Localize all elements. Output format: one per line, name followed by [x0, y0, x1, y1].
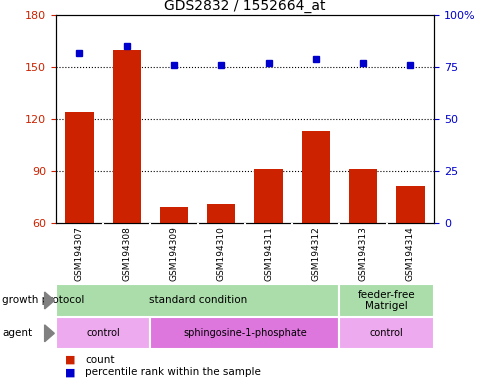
Bar: [254, 169, 282, 326]
Text: GSM194309: GSM194309: [169, 226, 178, 281]
Text: GSM194310: GSM194310: [216, 226, 226, 281]
Bar: [159, 207, 188, 326]
Text: growth protocol: growth protocol: [2, 295, 85, 306]
Text: GSM194313: GSM194313: [358, 226, 367, 281]
Text: GSM194308: GSM194308: [122, 226, 131, 281]
Text: ■: ■: [65, 367, 76, 377]
Text: GSM194314: GSM194314: [405, 226, 414, 281]
Bar: [112, 50, 140, 326]
Bar: [65, 112, 93, 326]
Text: agent: agent: [2, 328, 32, 338]
Text: count: count: [85, 355, 114, 365]
Text: control: control: [86, 328, 120, 338]
Bar: [339, 317, 433, 349]
Bar: [395, 187, 424, 326]
Text: GSM194312: GSM194312: [311, 226, 320, 281]
Bar: [207, 204, 235, 326]
Text: GSM194311: GSM194311: [263, 226, 272, 281]
Bar: [56, 284, 339, 317]
Text: control: control: [369, 328, 403, 338]
Title: GDS2832 / 1552664_at: GDS2832 / 1552664_at: [164, 0, 325, 13]
Bar: [150, 317, 339, 349]
Bar: [301, 131, 329, 326]
Text: GSM194307: GSM194307: [75, 226, 84, 281]
Text: ■: ■: [65, 355, 76, 365]
Text: sphingosine-1-phosphate: sphingosine-1-phosphate: [182, 328, 306, 338]
Text: feeder-free
Matrigel: feeder-free Matrigel: [357, 290, 415, 311]
Bar: [348, 169, 377, 326]
Bar: [339, 284, 433, 317]
Bar: [56, 317, 150, 349]
Text: percentile rank within the sample: percentile rank within the sample: [85, 367, 260, 377]
Text: standard condition: standard condition: [148, 295, 246, 306]
